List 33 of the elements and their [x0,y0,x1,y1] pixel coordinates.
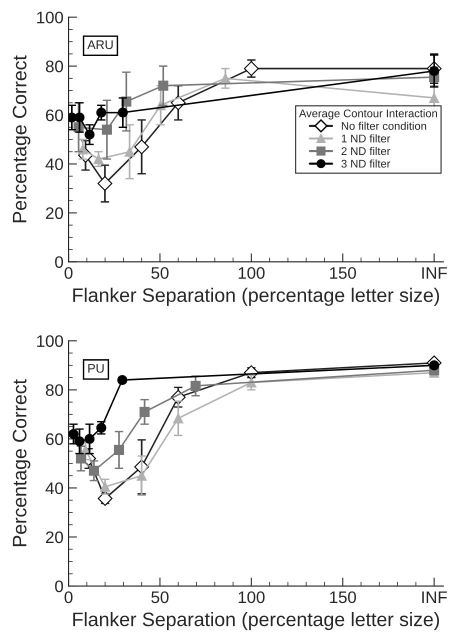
x-axis-title: Flanker Separation (percentage letter size) [73,288,440,306]
x-tick-label: 150 [330,267,356,279]
x-tick-label: 0 [64,267,73,279]
y-tick-label: 20 [46,207,64,220]
x-tick-label: 150 [330,591,356,604]
x-tick-label: 100 [238,267,265,279]
y-tick-label: 100 [37,335,64,347]
text: PU [88,364,104,373]
y-tick-label: 100 [37,12,64,24]
y-axis-title: Percentage Correct [12,379,30,546]
y-tick-label: 40 [46,482,64,494]
x-tick-label: INF [422,592,447,603]
y-tick-label: 40 [46,158,64,170]
x-tick-label: 50 [151,267,169,279]
x-tick-label: 0 [64,591,73,604]
x-tick-label: 100 [238,591,265,604]
legend-label: 1 ND filter [342,134,390,142]
y-tick-label: 60 [46,433,64,446]
legend-label: 3 ND filter [341,159,390,168]
y-tick-label: 20 [46,531,64,544]
legend-label: No filter condition [342,122,426,130]
y-tick-label: 60 [46,109,64,122]
y-tick-label: 80 [46,60,64,72]
y-axis-title: Percentage Correct [12,55,30,222]
x-axis-title: Flanker Separation (percentage letter size) [73,612,440,630]
y-tick-label: 0 [55,256,64,268]
y-tick-label: 0 [55,580,64,592]
text: ARU [87,40,113,50]
legend-title: Average Contour Interaction [298,109,438,120]
legend-label: 2 ND filter [342,146,390,156]
y-tick-label: 80 [46,384,64,396]
x-tick-label: 50 [151,591,169,604]
x-tick-label: INF [422,267,447,279]
